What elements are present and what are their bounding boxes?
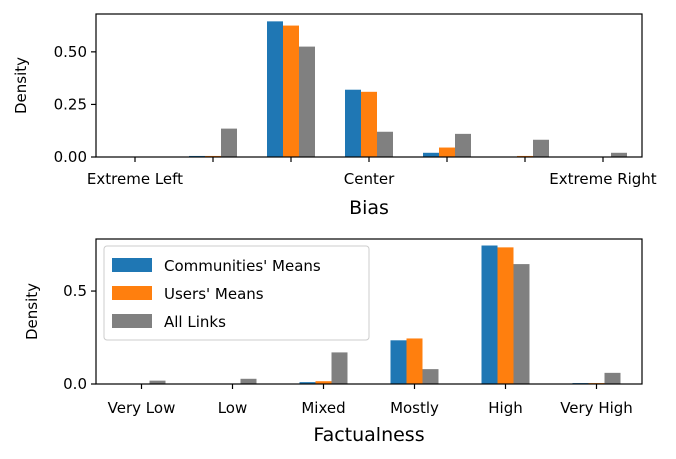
bar-communities-3 (390, 340, 407, 384)
bar-all_links-6 (611, 152, 627, 157)
x-tick-label: Very Low (108, 399, 176, 417)
bar-users-4 (439, 147, 455, 157)
legend-swatch-users (112, 286, 152, 300)
bar-communities-4 (423, 152, 439, 157)
legend-label-communities: Communities' Means (164, 257, 321, 275)
x-tick-label: High (488, 399, 522, 417)
bar-communities-4 (481, 245, 498, 384)
legend (103, 245, 370, 341)
x-tick-label: Low (218, 399, 248, 417)
x-tick-label: Extreme Left (87, 170, 183, 188)
legend-swatch-communities (112, 258, 152, 272)
bar-all_links-0 (149, 380, 166, 384)
axes-frame (95, 238, 643, 385)
bar-users-2 (315, 381, 332, 384)
bar-all_links-2 (331, 352, 348, 384)
bar-communities-2 (299, 382, 316, 384)
bar-users-4 (497, 247, 514, 384)
legend-label-users: Users' Means (164, 285, 264, 303)
bar-users-2 (283, 25, 299, 157)
y-tick-label: 0.5 (63, 282, 87, 300)
bar-users-3 (361, 91, 377, 157)
x-tick-label: Mixed (301, 399, 345, 417)
x-tick-label: Extreme Right (549, 170, 657, 188)
bar-users-3 (406, 338, 423, 384)
x-tick-label: Center (344, 170, 395, 188)
bar-communities-2 (267, 21, 283, 157)
x-tick-label: Mostly (390, 399, 439, 417)
bar-all_links-3 (422, 369, 439, 384)
bar-communities-3 (345, 89, 361, 157)
bar-all_links-4 (455, 133, 471, 157)
x-axis-title: Bias (349, 197, 389, 219)
bar-all_links-3 (377, 131, 393, 157)
y-tick-label: 0.0 (63, 375, 87, 393)
bias-chart: 0.00 0.25 0.50 Extreme Left Center Extreme Ri… (12, 13, 657, 219)
y-axis-title: Density (12, 57, 30, 114)
y-axis-title: Density (23, 283, 41, 340)
factualness-chart: 0.0 0.5 Very Low Low Mixed Mostly High Very Hig… (23, 238, 643, 446)
bar-all_links-4 (513, 264, 530, 384)
y-tick-label: 0.00 (54, 148, 87, 166)
bar-all_links-5 (604, 372, 621, 384)
bar-all_links-5 (533, 139, 549, 157)
bar-all_links-1 (221, 128, 237, 157)
bar-all_links-2 (299, 46, 315, 157)
y-tick-label: 0.25 (54, 95, 87, 113)
legend-label-all_links: All Links (164, 313, 226, 331)
x-tick-label: Very High (560, 399, 633, 417)
legend-swatch-all_links (112, 314, 152, 328)
bar-all_links-1 (240, 378, 257, 384)
x-axis-title: Factualness (313, 424, 424, 446)
y-tick-label: 0.50 (54, 43, 87, 61)
